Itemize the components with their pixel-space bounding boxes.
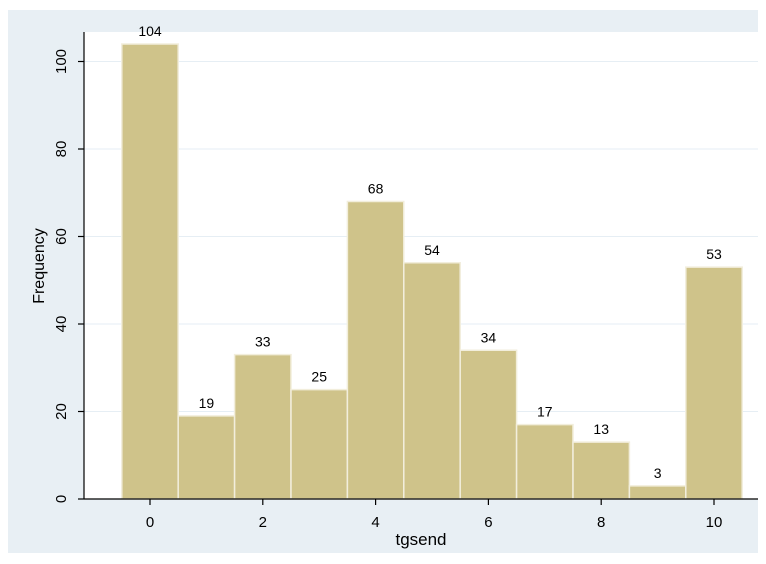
data-label-3: 25 xyxy=(311,369,327,385)
x-tick-label: 0 xyxy=(146,514,154,531)
bar-10 xyxy=(685,266,743,500)
y-tick-label: 80 xyxy=(53,141,70,158)
data-label-0: 104 xyxy=(138,23,162,39)
bar-4 xyxy=(346,200,405,500)
bar-0 xyxy=(121,43,179,500)
data-label-10: 53 xyxy=(706,246,722,262)
bar-5 xyxy=(403,262,461,500)
data-labels: 104 19 33 25 68 54 34 17 13 3 53 xyxy=(138,23,722,481)
data-label-7: 17 xyxy=(537,404,553,420)
data-label-4: 68 xyxy=(368,181,384,197)
bar-6 xyxy=(459,349,518,500)
x-tick-label: 6 xyxy=(484,514,492,531)
x-tick-label: 2 xyxy=(259,514,267,531)
y-tick-label: 20 xyxy=(53,403,70,420)
x-tick-label: 8 xyxy=(597,514,605,531)
bar-3 xyxy=(290,388,349,500)
data-label-5: 54 xyxy=(424,242,440,258)
bar-1 xyxy=(177,415,236,500)
bar-2 xyxy=(233,353,292,500)
bar-8 xyxy=(572,441,631,500)
y-axis-title: Frequency xyxy=(31,228,48,304)
y-tick-label: 60 xyxy=(53,228,70,245)
data-label-2: 33 xyxy=(255,334,271,350)
bar-9 xyxy=(628,485,687,500)
x-tick-label: 4 xyxy=(371,514,379,531)
x-axis-title: tgsend xyxy=(395,530,446,549)
bars xyxy=(121,43,743,500)
data-label-6: 34 xyxy=(481,329,497,345)
data-label-8: 13 xyxy=(593,421,609,437)
x-tick-label: 10 xyxy=(706,514,723,531)
y-tick-label: 40 xyxy=(53,316,70,333)
data-label-1: 19 xyxy=(199,395,215,411)
gridlines xyxy=(84,61,758,412)
y-tick-label: 100 xyxy=(53,49,70,74)
bar-7 xyxy=(515,423,574,500)
y-tick-label: 0 xyxy=(53,495,70,503)
data-label-9: 3 xyxy=(654,465,662,481)
